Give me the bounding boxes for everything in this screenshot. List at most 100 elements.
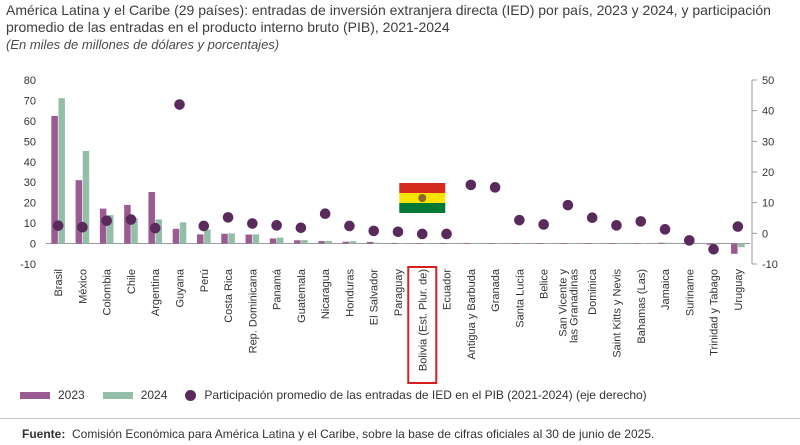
right-tick-label: 10: [762, 198, 774, 210]
category-label-saint-kitts-y-nevis: Saint Kitts y Nevis: [611, 269, 623, 358]
left-tick-label: -10: [20, 259, 36, 271]
category-label-colombia: Colombia: [102, 268, 114, 315]
bar-2023-guatemala: [294, 240, 301, 244]
bar-2023-el-salvador: [366, 241, 374, 244]
category-label-panama: Panamá: [272, 268, 284, 310]
category-label-belice: Belice: [539, 269, 551, 299]
bar-2024-costa-rica: [228, 233, 235, 244]
source-text: Comisión Económica para América Latina y…: [72, 427, 655, 441]
category-label-jamaica: Jamaica: [660, 268, 672, 310]
chart-subtitle: (En miles de millones de dólares y porce…: [6, 37, 280, 52]
legend-label-2024: 2024: [140, 388, 168, 402]
dots: [52, 99, 744, 255]
chart-plot: -10 0 10 20 30 40 50 60 70 80 -10 0 10 20 30 40 50 Bras…: [20, 75, 778, 384]
left-tick-label: 30: [24, 177, 36, 189]
dot-share-uruguay: [732, 221, 744, 232]
bar-2024-saint-kitts-y-nevis: [616, 243, 624, 244]
dot-share-suriname: [684, 235, 695, 246]
bar-2023-uruguay: [731, 243, 738, 254]
bar-2023-jamaica: [658, 242, 665, 244]
bar-2023-san-vicente-y-las-granadinas: [561, 243, 568, 244]
dot-share-mexico: [77, 221, 88, 233]
bar-2023-dominica: [585, 243, 592, 244]
bar-2023-argentina: [148, 192, 155, 244]
bar-2024-jamaica: [665, 242, 672, 244]
bar-2024-san-vicente-y-las-granadinas: [568, 243, 575, 244]
bar-2023-brasil: [51, 115, 58, 244]
category-label-costa-rica: Costa Rica: [223, 268, 235, 323]
category-label-antigua-y-barbuda: Antigua y Barbuda: [466, 268, 478, 359]
left-tick-label: 80: [24, 75, 36, 87]
bar-2024-belice: [543, 243, 551, 244]
right-tick-label: 30: [762, 136, 774, 148]
category-label-suriname: Suriname: [684, 269, 696, 316]
dot-share-brasil: [52, 220, 64, 231]
bar-2023-trinidad-y-tabago: [706, 243, 714, 245]
category-label-guyana: Guyana: [175, 268, 187, 307]
bar-2024-brasil: [58, 98, 65, 244]
bar-2023-panama: [269, 238, 277, 244]
right-tick-label: -10: [762, 259, 778, 271]
bar-2024-peru: [204, 229, 211, 244]
bar-2023-costa-rica: [221, 233, 228, 244]
right-tick-label: 20: [762, 167, 774, 179]
bar-2023-guyana: [172, 228, 180, 244]
dot-share-santa-lucia: [514, 214, 525, 226]
dot-share-costa-rica: [222, 212, 234, 223]
bar-2023-mexico: [75, 180, 83, 244]
bar-2023-paraguay: [391, 242, 398, 244]
bar-2023-colombia: [99, 208, 107, 244]
right-tick-label: 40: [762, 106, 774, 118]
dot-share-dominica: [586, 212, 598, 223]
category-label-dominica: Dominica: [587, 268, 599, 315]
dot-share-paraguay: [392, 226, 404, 238]
dot-share-colombia: [101, 215, 112, 227]
bar-2024-nicaragua: [325, 240, 332, 244]
left-tick-label: 20: [24, 198, 36, 210]
category-label-guatemala: Guatemala: [296, 268, 308, 323]
bar-2023-ecuador: [439, 242, 447, 244]
dot-share-el-salvador: [368, 225, 380, 237]
bolivia-highlight: [399, 183, 446, 384]
dot-share-bolivia-est-plur-de: [416, 228, 428, 240]
left-tick-label: 70: [24, 95, 36, 107]
legend-swatch-2024: [102, 391, 133, 399]
bar-2024-paraguay: [398, 243, 405, 244]
bar-2024-honduras: [349, 241, 357, 244]
bar-2023-belice: [536, 243, 544, 244]
bar-2023-honduras: [342, 241, 350, 244]
bar-2023-granada: [488, 243, 495, 244]
bar-2023-saint-kitts-y-nevis: [609, 243, 617, 244]
bar-2024-colombia: [106, 215, 114, 244]
bar-2023-peru: [196, 234, 204, 244]
bar-2023-rep-dominicana: [245, 234, 253, 244]
legend-item-2023: 2023: [20, 388, 85, 402]
bar-2024-ecuador: [446, 242, 454, 244]
dot-share-nicaragua: [319, 208, 331, 220]
dot-share-argentina: [149, 222, 161, 234]
flag-stripe-red: [399, 183, 446, 193]
dot-share-jamaica: [659, 224, 671, 235]
category-label-bolivia-est-plur-de: Bolivia (Est. Plur. de): [417, 269, 429, 371]
dot-share-trinidad-y-tabago: [708, 243, 719, 255]
category-label-bahamas-las: Bahamas (Las): [636, 269, 648, 344]
bar-2024-bahamas-las: [641, 243, 648, 244]
bar-2024-bolivia-est-plur-de: [422, 243, 430, 244]
dot-share-granada: [489, 182, 501, 193]
dot-share-guyana: [174, 99, 185, 110]
left-tick-label: 60: [24, 116, 36, 128]
bar-2024-rep-dominicana: [252, 234, 260, 244]
category-label-brasil: Brasil: [53, 269, 65, 297]
bar-2024-chile: [131, 218, 138, 244]
dot-share-peru: [198, 220, 210, 232]
left-tick-label: 10: [24, 218, 36, 230]
bar-2024-santa-lucia: [519, 243, 527, 244]
bar-2024-uruguay: [738, 243, 745, 248]
left-tick-label: 0: [30, 239, 36, 251]
category-label-rep-dominicana: Rep. Dominicana: [247, 268, 259, 353]
divider: [0, 418, 800, 419]
dot-share-guatemala: [295, 222, 307, 234]
legend-label-2023: 2023: [58, 388, 85, 402]
category-label-peru: Perú: [199, 269, 211, 292]
category-label-san-vicente-y-las-granadinas: San Vicente y: [557, 269, 569, 337]
